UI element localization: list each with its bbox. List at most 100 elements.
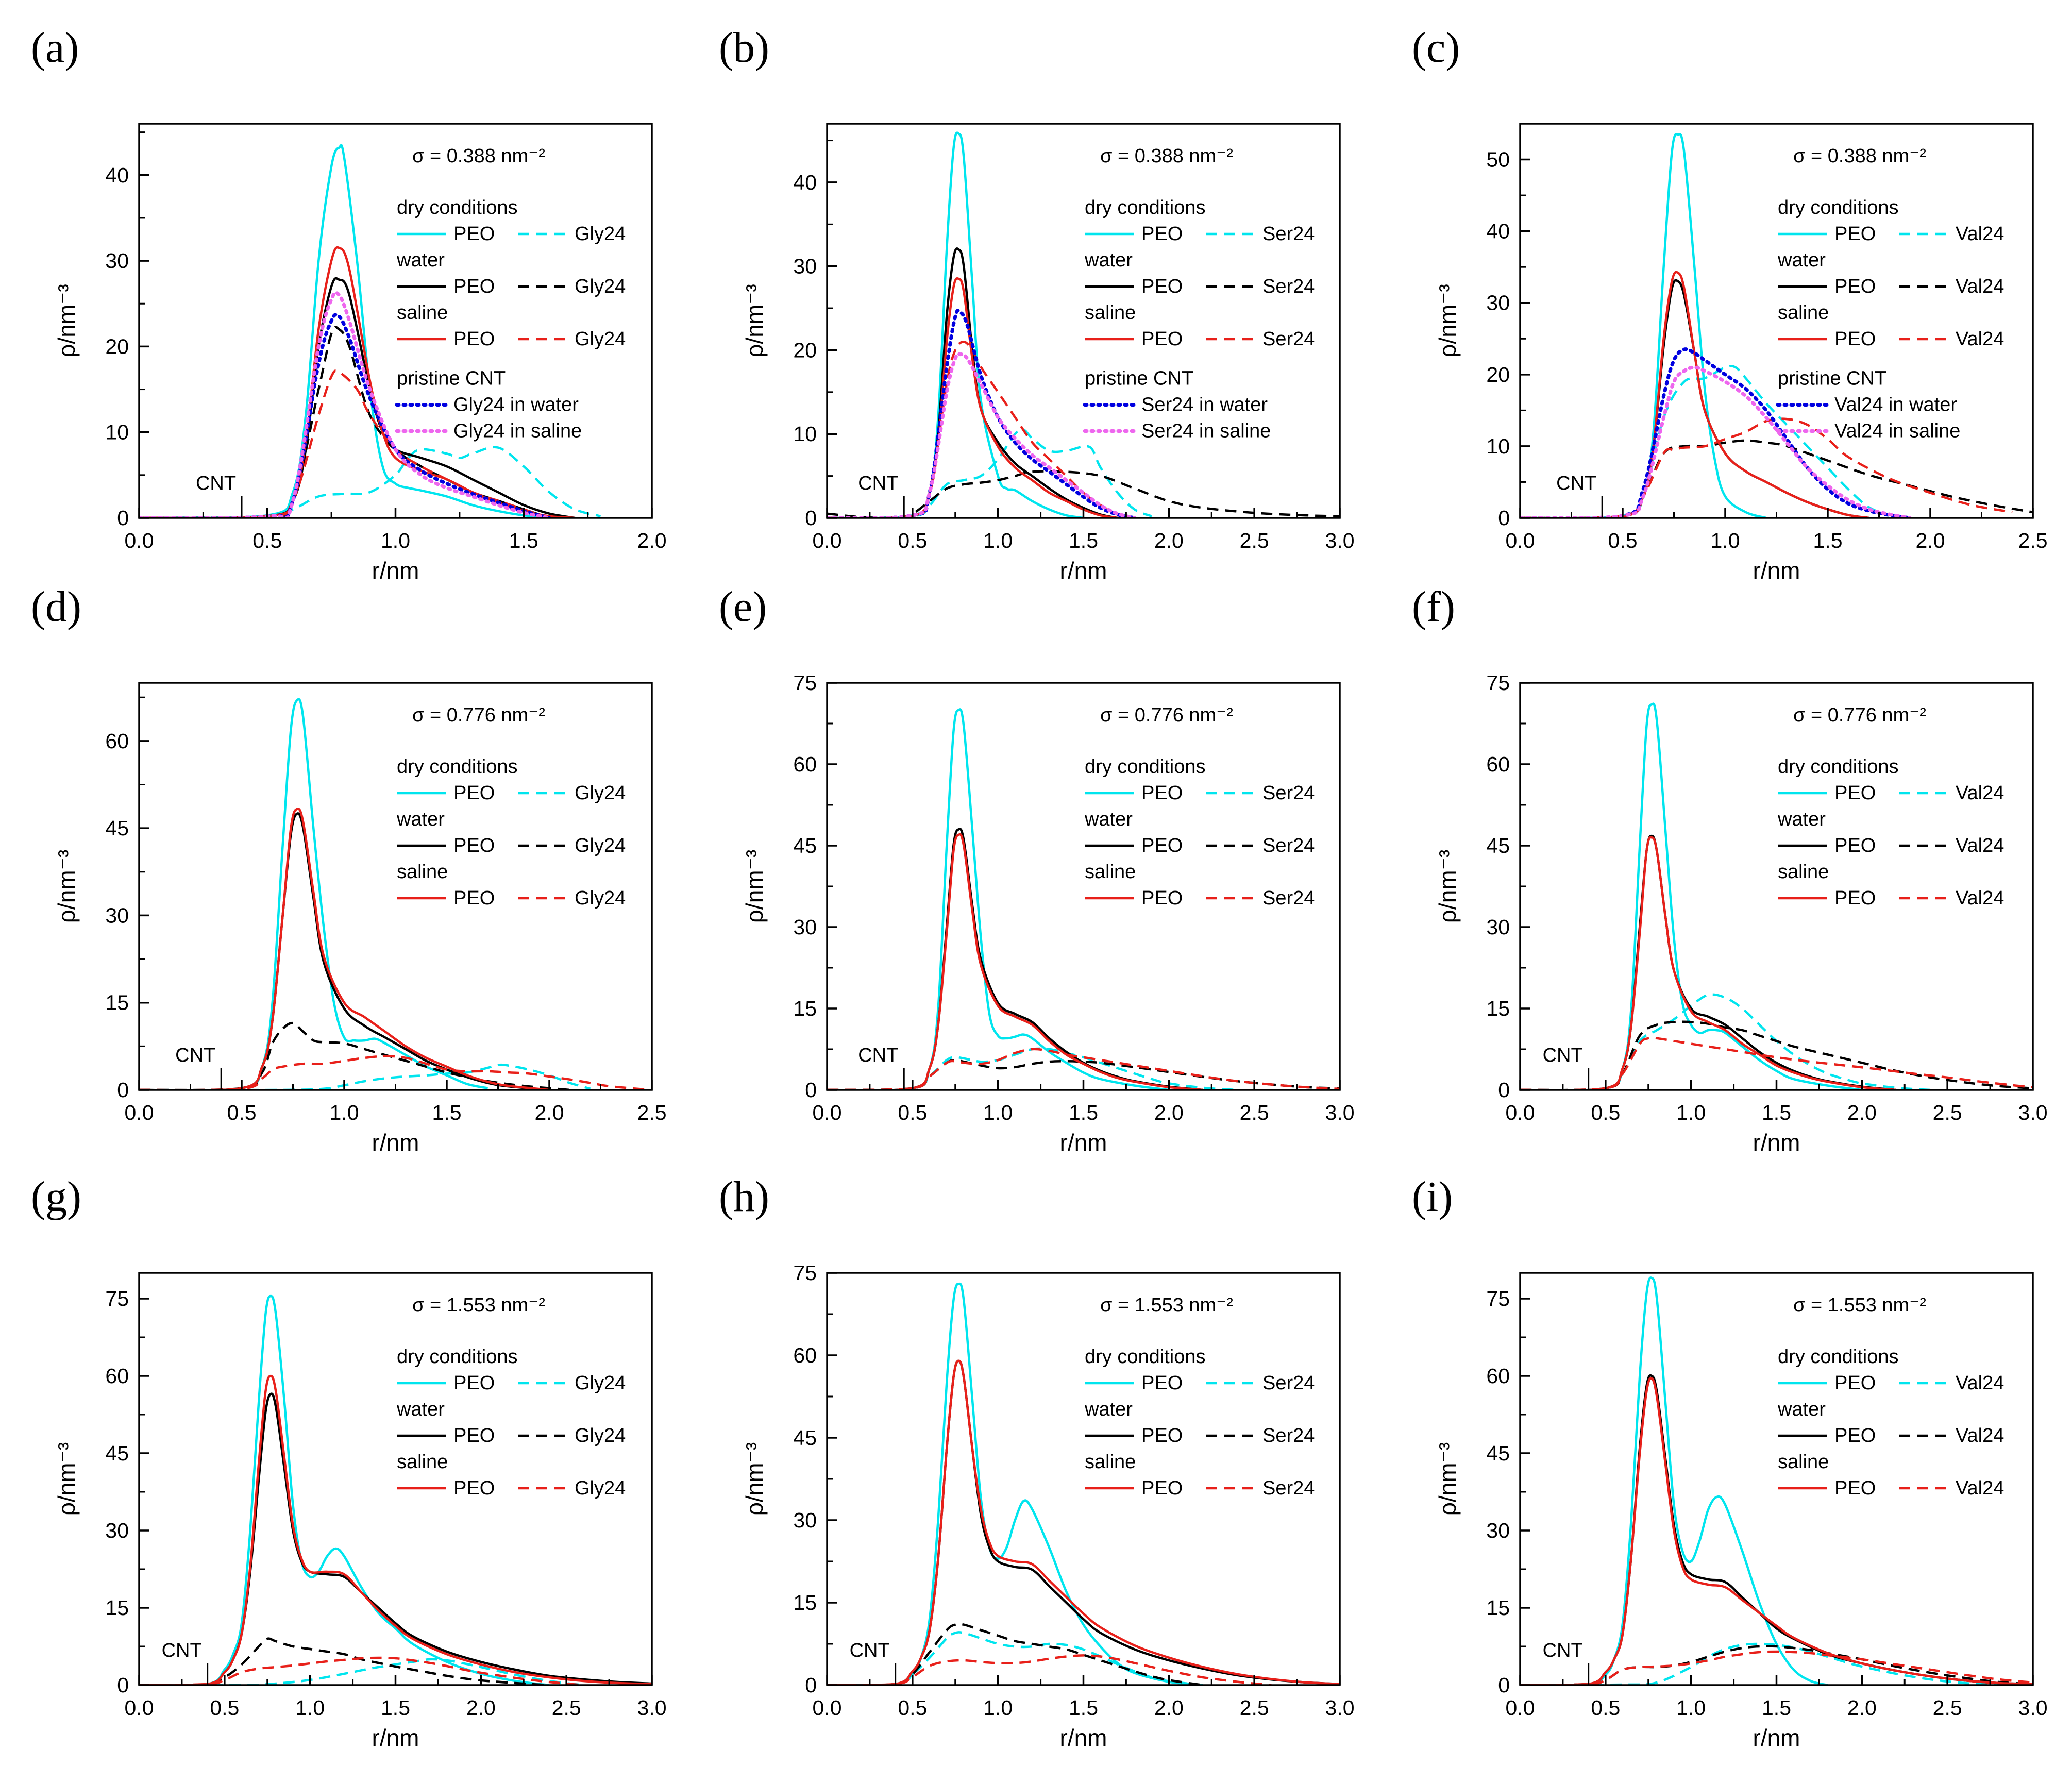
panel-label: (b) [719, 24, 769, 72]
x-tick-label: 0.0 [1506, 1696, 1535, 1720]
series-group [827, 1282, 1340, 1685]
x-tick-label: 3.0 [2018, 1101, 2048, 1124]
x-tick-label: 1.5 [1762, 1696, 1791, 1720]
y-tick-label: 0 [805, 1078, 817, 1102]
chart-panel-h: (h) 0.0 0.5 1.0 1.5 2.0 2.5 3.0 0 15 30 45 60 75 r/nm ρ… [719, 1173, 1355, 1751]
sigma-label: σ = 0.388 nm⁻² [412, 145, 545, 167]
legend-label: Gly24 [575, 782, 626, 804]
x-tick-label: 0.0 [1506, 1101, 1535, 1124]
legend-label: PEO [1141, 1425, 1183, 1447]
y-tick-label: 0 [117, 1078, 129, 1102]
legend-group-title: water [396, 249, 445, 271]
legend-label: Val24 [1956, 887, 2004, 909]
x-tick-label: 0.0 [125, 1696, 154, 1720]
y-axis-title: ρ/nm⁻³ [53, 1442, 80, 1516]
x-tick-label: 2.0 [1916, 529, 1945, 552]
y-tick-label: 60 [1486, 1364, 1510, 1388]
legend-label: Val24 [1956, 1372, 2004, 1394]
x-tick-label: 0.5 [227, 1101, 257, 1124]
legend-group-title: dry conditions [397, 756, 517, 778]
legend-group-title: dry conditions [1778, 756, 1898, 778]
legend-label: Ser24 [1262, 835, 1315, 856]
x-tick-label: 2.5 [1240, 529, 1269, 552]
series-line-gly24-dry [139, 1063, 591, 1090]
legend-label: Val24 [1956, 276, 2004, 297]
panel-label: (f) [1412, 583, 1455, 631]
series-line-val24-saline [1520, 1036, 2033, 1090]
y-tick-label: 10 [793, 422, 817, 446]
panel-label: (h) [719, 1173, 769, 1221]
x-tick-label: 0.0 [813, 1696, 842, 1720]
y-tick-label: 15 [793, 997, 817, 1020]
y-tick-label: 0 [1498, 506, 1510, 530]
series-group [139, 144, 601, 518]
series-line-gly24-water [139, 1637, 550, 1685]
series-line-peo-dry [139, 1294, 550, 1685]
y-tick-label: 75 [1486, 671, 1510, 695]
legend-label: PEO [1834, 1477, 1876, 1499]
legend-label: Val24 in saline [1834, 421, 1960, 442]
y-axis-title: ρ/nm⁻³ [741, 850, 768, 923]
legend-group-title: saline [1778, 302, 1829, 324]
x-tick-label: 0.0 [1506, 529, 1535, 552]
legend-group-title: dry conditions [1778, 197, 1898, 218]
legend-label: Ser24 [1262, 782, 1315, 804]
plot-frame [1519, 123, 2034, 519]
legend-label: PEO [1834, 223, 1876, 245]
y-tick-label: 45 [105, 816, 129, 840]
legend-group-title: water [1084, 809, 1133, 830]
legend-group-title: dry conditions [1085, 756, 1205, 778]
x-axis-title: r/nm [372, 557, 419, 584]
legend-group-title: dry conditions [397, 1346, 517, 1368]
legend-label: PEO [1834, 276, 1876, 297]
legend-label: Ser24 [1262, 328, 1315, 350]
legend-group-title: saline [1778, 861, 1829, 883]
legend-label: Val24 [1956, 835, 2004, 856]
legend-label: PEO [453, 1477, 495, 1499]
x-tick-label: 3.0 [2018, 1696, 2048, 1720]
legend-label: Gly24 [575, 328, 626, 350]
legend-group-title: saline [1778, 1451, 1829, 1473]
y-tick-label: 20 [793, 338, 817, 362]
legend-label: Val24 [1956, 1477, 2004, 1499]
series-group [1520, 702, 2033, 1090]
legend-label: PEO [1834, 835, 1876, 856]
x-tick-label: 2.0 [1154, 1101, 1184, 1124]
chart-panel-b: (b) 0.0 0.5 1.0 1.5 2.0 2.5 3.0 0 10 20 30 40 r/nm ρ/n… [719, 24, 1355, 584]
y-axis-title: ρ/nm⁻³ [741, 284, 768, 357]
legend-label: Gly24 [575, 887, 626, 909]
x-tick-label: 1.0 [983, 529, 1013, 552]
legend-label: PEO [453, 223, 495, 245]
legend-group-title: dry conditions [1085, 1346, 1205, 1368]
series-group [1520, 1276, 2033, 1685]
legend-label: Gly24 [575, 835, 626, 856]
x-tick-label: 0.5 [252, 529, 282, 552]
y-tick-label: 15 [105, 1596, 129, 1620]
legend-group-title: saline [397, 302, 448, 324]
series-line-peo-dry [827, 131, 1084, 518]
x-tick-label: 2.0 [637, 529, 667, 552]
series-line-peo-saline [827, 833, 1203, 1090]
y-tick-label: 0 [117, 506, 129, 530]
y-tick-label: 45 [793, 1426, 817, 1450]
x-tick-label: 1.5 [1069, 1101, 1098, 1124]
x-tick-label: 0.0 [813, 1101, 842, 1124]
y-tick-label: 45 [1486, 1441, 1510, 1465]
series-line-peo-saline [139, 1374, 652, 1685]
x-axis-title: r/nm [1060, 1724, 1107, 1751]
x-axis-title: r/nm [1753, 1129, 1800, 1156]
x-tick-label: 2.5 [2018, 529, 2048, 552]
cnt-label: CNT [1556, 473, 1596, 494]
plot-frame [138, 682, 653, 1091]
cnt-label: CNT [858, 1045, 898, 1066]
legend-label: Ser24 [1262, 887, 1315, 909]
y-axis-title: ρ/nm⁻³ [53, 284, 80, 357]
series-line-gly24-saline [139, 369, 550, 518]
x-tick-label: 1.0 [983, 1696, 1013, 1720]
series-line-peo-saline [827, 1359, 1340, 1685]
plot-frame [1519, 682, 2034, 1091]
x-tick-label: 3.0 [637, 1696, 667, 1720]
panel-label: (c) [1412, 24, 1460, 72]
x-axis-title: r/nm [1060, 1129, 1107, 1156]
